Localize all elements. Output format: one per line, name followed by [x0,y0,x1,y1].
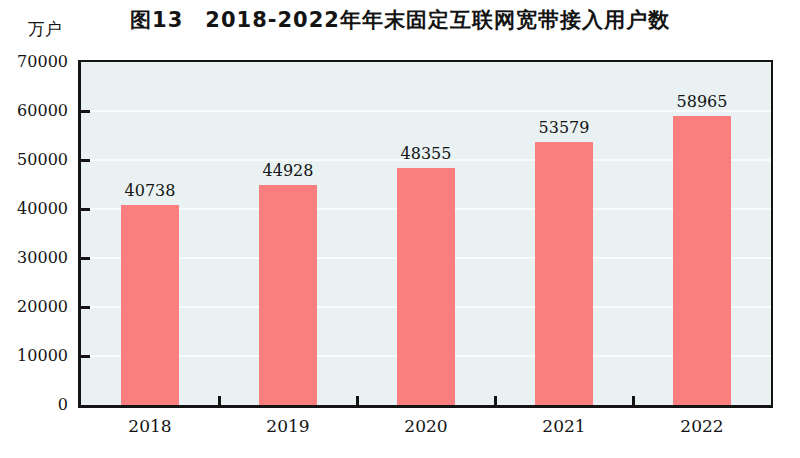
x-axis-tick [632,396,635,405]
x-axis-tick-label: 2019 [243,416,333,436]
bar-2020 [397,168,455,405]
y-axis-tick [81,355,90,358]
y-axis-tick-label: 50000 [0,151,68,169]
bar-value-label: 53579 [514,118,614,137]
bar-value-label: 58965 [652,92,752,111]
x-axis-tick [218,396,221,405]
y-axis-tick [81,257,90,260]
y-axis-tick-label: 30000 [0,249,68,267]
bar-2019 [259,185,317,405]
bar-value-label: 48355 [376,144,476,163]
bar-2021 [535,142,593,405]
x-axis-tick [356,396,359,405]
y-axis-tick-label: 10000 [0,347,68,365]
bar-value-label: 44928 [238,161,338,180]
plot-area: 40738 44928 48355 53579 58965 [78,60,773,408]
bar-2022 [673,116,731,405]
chart-title: 图13 2018-2022年年末固定互联网宽带接入用户数 [0,6,800,34]
y-axis-tick [81,306,90,309]
y-axis-tick [81,208,90,211]
x-axis-tick [494,396,497,405]
y-axis-unit-label: 万户 [28,18,62,41]
bar-value-label: 40738 [100,181,200,200]
y-axis-tick [81,159,90,162]
x-axis-tick-label: 2020 [381,416,471,436]
x-axis-tick-label: 2022 [657,416,747,436]
y-axis-tick [81,110,90,113]
broadband-users-bar-chart: 图13 2018-2022年年末固定互联网宽带接入用户数 万户 40738 449… [0,0,800,458]
y-axis-tick-label: 70000 [0,53,68,71]
x-axis-tick-label: 2021 [519,416,609,436]
x-axis-tick-label: 2018 [105,416,195,436]
y-axis-tick-label: 20000 [0,298,68,316]
bar-2018 [121,205,179,405]
y-axis-tick-label: 60000 [0,102,68,120]
y-axis-tick-label: 40000 [0,200,68,218]
y-axis-tick-label: 0 [0,396,68,414]
